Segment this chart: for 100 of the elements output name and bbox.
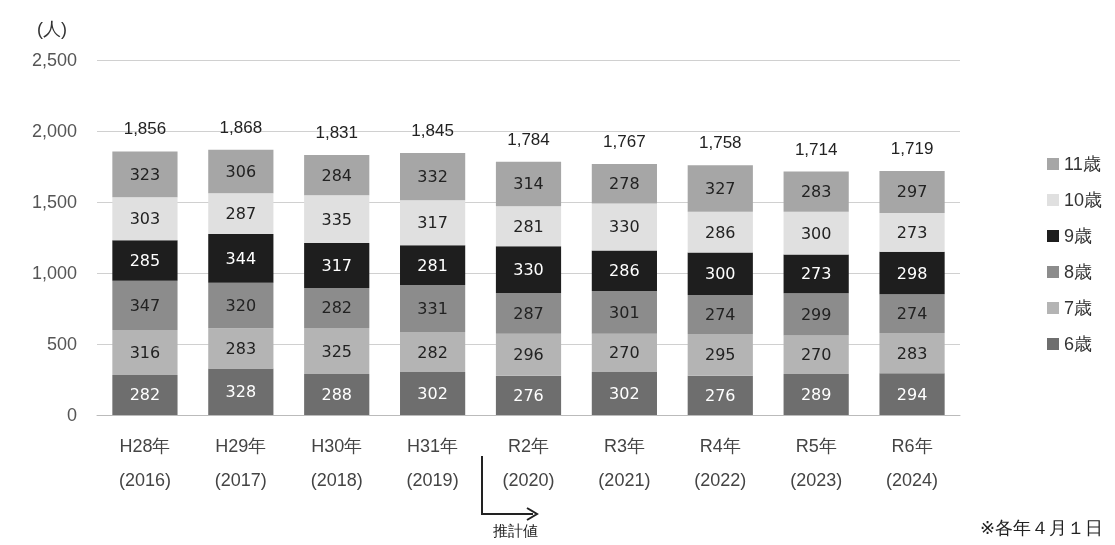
bar: [879, 333, 945, 374]
bar: [208, 282, 274, 329]
data-label: 281: [513, 216, 544, 236]
data-label: 302: [417, 384, 448, 404]
bar: [304, 195, 370, 243]
bar: [400, 285, 466, 333]
data-label: 285: [129, 251, 161, 271]
legend-label: 10歳: [1063, 190, 1103, 210]
bar: [400, 153, 466, 201]
bar: [400, 372, 466, 415]
bar: [783, 211, 849, 255]
data-label: 282: [129, 385, 161, 405]
bar: [208, 233, 274, 283]
data-label: 330: [609, 217, 640, 237]
data-label: 316: [129, 343, 161, 363]
bar: [687, 295, 753, 334]
bar: [495, 375, 562, 415]
data-label: 288: [321, 385, 352, 405]
data-label: 270: [800, 345, 832, 365]
data-label: 281: [417, 255, 448, 275]
bar: [208, 368, 274, 415]
data-label: 276: [513, 385, 544, 405]
data-label: 303: [129, 209, 161, 229]
y-tick-label: 2,000: [31, 121, 77, 141]
bar: [783, 335, 849, 374]
data-label: 330: [513, 260, 544, 280]
data-label: 332: [417, 167, 448, 187]
data-label: 347: [129, 295, 161, 315]
bar: [591, 203, 657, 251]
data-label: 300: [705, 264, 736, 284]
x-tick-label: H30年 (2018): [310, 436, 363, 490]
x-tick-label: H28年 (2016): [118, 436, 171, 490]
bar: [591, 291, 657, 334]
text: ※各年４月１日: [979, 516, 1103, 540]
bar: [304, 287, 370, 328]
data-label: 282: [417, 342, 448, 362]
bar: [687, 165, 753, 212]
bar: [591, 372, 657, 415]
data-label: 289: [800, 384, 832, 404]
legend-label: 6歳: [1063, 334, 1092, 354]
bar: [783, 171, 849, 212]
legend-label: 11歳: [1063, 154, 1101, 174]
bar: [783, 254, 849, 294]
total-label: 1,784: [507, 129, 550, 149]
bar: [112, 151, 178, 198]
y-tick-label: 500: [46, 334, 77, 354]
data-label: 325: [321, 341, 352, 361]
data-label: 306: [225, 161, 257, 181]
bar: [112, 240, 178, 281]
bar: [879, 373, 945, 415]
bar: [687, 252, 753, 296]
bar: [400, 332, 466, 373]
bar: [400, 245, 466, 286]
data-label: 298: [896, 263, 928, 283]
x-tick-label: R4年 (2022): [694, 436, 747, 490]
bar: [112, 374, 178, 415]
total-label: 1,845: [411, 121, 454, 141]
y-tick-label: 2,500: [31, 50, 77, 70]
data-label: 301: [609, 302, 640, 322]
bar: [208, 193, 274, 234]
data-label: 286: [705, 222, 736, 242]
bar: [304, 374, 370, 415]
data-label: 274: [705, 304, 736, 324]
data-label: 283: [800, 182, 832, 202]
data-label: 320: [225, 296, 257, 316]
data-label: 300: [800, 223, 832, 243]
x-tick-label: R2年 (2020): [502, 436, 555, 490]
bar: [591, 250, 657, 292]
data-label: 282: [321, 298, 352, 318]
data-label: 274: [896, 304, 928, 324]
bar: [495, 206, 562, 247]
total-label: 1,714: [794, 139, 838, 159]
data-label: 317: [321, 255, 352, 275]
data-label: 278: [609, 174, 640, 194]
data-label: 283: [225, 338, 257, 358]
data-label: 295: [705, 345, 736, 365]
total-label: 1,856: [123, 119, 167, 139]
bar: [495, 246, 562, 294]
data-label: 287: [513, 303, 544, 323]
bar: [687, 333, 753, 376]
bar: [591, 333, 657, 373]
data-label: 283: [896, 343, 928, 363]
bar: [495, 293, 562, 334]
bar: [495, 161, 562, 207]
data-label: 317: [417, 213, 448, 233]
bar: [112, 330, 178, 375]
bar: [687, 375, 753, 415]
y-tick-label: 1,000: [31, 263, 77, 283]
bar: [783, 373, 849, 415]
bar: [495, 333, 562, 376]
bar: [304, 155, 370, 196]
data-label: 297: [896, 182, 928, 202]
y-axis-title: (人): [37, 19, 67, 39]
bar: [783, 293, 849, 336]
data-label: 302: [609, 384, 640, 404]
bar: [304, 327, 370, 375]
x-tick-label: H31年 (2019): [406, 436, 459, 490]
data-label: 273: [800, 264, 832, 284]
data-label: 286: [609, 261, 640, 281]
data-label: 327: [705, 179, 736, 199]
